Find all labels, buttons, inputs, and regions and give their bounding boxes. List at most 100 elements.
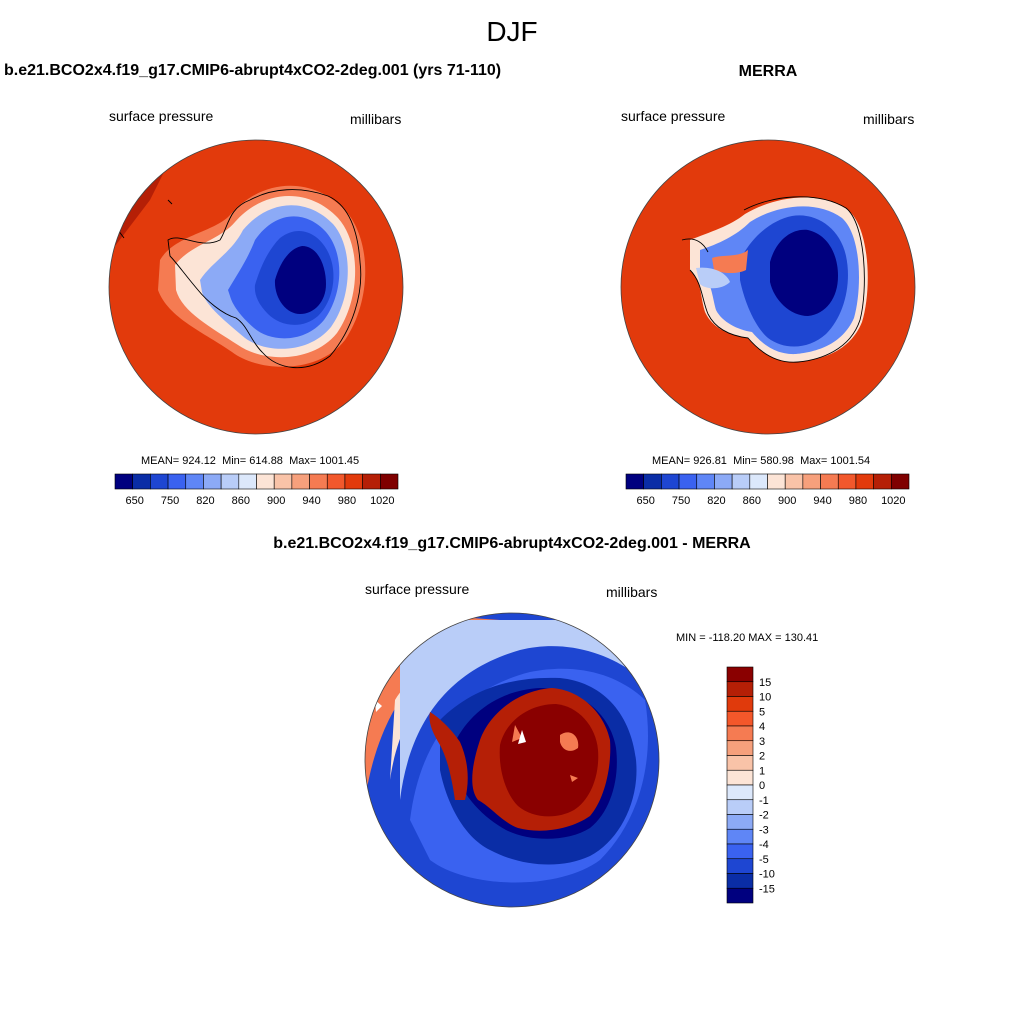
model-min: 614.88 [249, 455, 283, 467]
obs-colorbar-box [625, 473, 644, 490]
obs-colorbar-tick: 900 [778, 495, 796, 507]
obs-band-4 [770, 229, 838, 316]
obs-max: 1001.54 [830, 455, 871, 467]
model-colorbar: 650 750 820 860 900 940 980 1020 [114, 473, 399, 507]
model-colorbar-box [238, 473, 257, 490]
model-colorbar-box [167, 473, 187, 490]
diff-colorbar-tick: -4 [759, 839, 769, 851]
obs-colorbar-box [837, 473, 857, 490]
diff-map-border [364, 612, 660, 908]
obs-colorbar-box [661, 473, 680, 490]
model-polar-map [108, 139, 404, 435]
obs-map-border [620, 139, 916, 435]
model-coastline [167, 189, 362, 369]
diff-colorbar-box [726, 843, 754, 860]
diff-colorbar-tick: 15 [759, 677, 771, 689]
diff-colorbar-tick: 2 [759, 751, 765, 763]
diff-colorbar-box [726, 755, 754, 771]
diff-colorbar-box [726, 681, 754, 697]
obs-colorbar-box [802, 473, 821, 490]
model-mean-label: MEAN= [141, 455, 180, 467]
obs-units-label: millibars [863, 111, 915, 127]
obs-colorbar-tick: 980 [849, 495, 867, 507]
model-colorbar-tick: 980 [338, 495, 356, 507]
diff-colorbar-box [726, 799, 754, 815]
diff-range-label: MIN = -118.20 MAX = 130.41 [676, 632, 819, 644]
obs-colorbar-box [891, 473, 910, 490]
model-stats: MEAN= 924.12 Min= 614.88 Max= 1001.45 [141, 455, 359, 467]
model-units-label: millibars [350, 111, 402, 127]
model-colorbar-box [132, 473, 151, 490]
diff-colorbar-tick: 4 [759, 721, 765, 733]
model-colorbar-tick: 900 [267, 495, 285, 507]
model-colorbar-box [203, 473, 222, 490]
diff-panel-title: b.e21.BCO2x4.f19_g17.CMIP6-abrupt4xCO2-2… [273, 535, 751, 552]
obs-variable-label: surface pressure [621, 108, 726, 124]
diff-variable-label: surface pressure [365, 581, 470, 597]
obs-min-label: Min= [733, 455, 758, 467]
obs-colorbar-tick: 1020 [881, 495, 905, 507]
diff-colorbar-tick: 3 [759, 736, 765, 748]
model-variable-label: surface pressure [109, 108, 214, 124]
diff-colorbar-tick: 10 [759, 692, 771, 704]
obs-colorbar-box [767, 473, 786, 490]
diff-antarctica-core [499, 704, 599, 817]
obs-colorbar-box [696, 473, 715, 490]
model-colorbar-box [309, 473, 328, 490]
obs-peninsula-light [696, 267, 730, 289]
obs-colorbar-tick: 820 [707, 495, 725, 507]
diff-light-band [400, 620, 659, 800]
model-max: 1001.45 [319, 455, 360, 467]
obs-colorbar-box [643, 473, 662, 490]
diff-colorbar-tick: 0 [759, 780, 765, 792]
diff-colorbar-tick: -3 [759, 824, 769, 836]
model-map-border [108, 139, 404, 435]
diff-colorbar-box [726, 725, 754, 742]
diff-peninsula [429, 712, 468, 800]
model-colorbar-box [326, 473, 346, 490]
obs-colorbar-box [820, 473, 839, 490]
diff-colorbar-box [726, 740, 754, 756]
obs-colorbar: 650 750 820 860 900 940 980 1020 [625, 473, 910, 507]
obs-colorbar-box [678, 473, 698, 490]
diff-colorbar-tick: -1 [759, 795, 769, 807]
model-colorbar-tick: 650 [126, 495, 144, 507]
obs-coastline [681, 196, 865, 363]
obs-colorbar-tick: 860 [743, 495, 761, 507]
diff-antarctica-spots [512, 725, 579, 782]
obs-colorbar-box [714, 473, 733, 490]
model-band-6 [274, 246, 326, 314]
obs-max-label: Max= [800, 455, 828, 467]
model-mean: 924.12 [182, 455, 216, 467]
diff-colorbar-tick: 1 [759, 765, 765, 777]
obs-colorbar-box [873, 473, 892, 490]
figure-title: DJF [486, 16, 538, 47]
obs-colorbar-box [784, 473, 804, 490]
model-colorbar-box [185, 473, 204, 490]
obs-colorbar-box [749, 473, 768, 490]
model-colorbar-box [256, 473, 275, 490]
model-panel-title: b.e21.BCO2x4.f19_g17.CMIP6-abrupt4xCO2-2… [4, 62, 502, 79]
obs-mean: 926.81 [693, 455, 727, 467]
model-colorbar-box [362, 473, 381, 490]
obs-colorbar-tick: 650 [637, 495, 655, 507]
model-colorbar-box [344, 473, 363, 490]
diff-colorbar-box [726, 696, 754, 712]
model-colorbar-tick: 750 [161, 495, 179, 507]
obs-polar-map [620, 139, 916, 435]
diff-colorbar-tick: -10 [759, 869, 775, 881]
obs-colorbar-box [855, 473, 874, 490]
diff-units-label: millibars [606, 584, 658, 600]
model-colorbar-box [220, 473, 240, 490]
diff-colorbar-box [726, 814, 754, 830]
obs-min: 580.98 [760, 455, 794, 467]
obs-colorbar-tick: 750 [672, 495, 690, 507]
obs-colorbar-box [731, 473, 751, 490]
diff-colorbar-box [726, 858, 754, 874]
model-colorbar-box [380, 473, 399, 490]
obs-colorbar-tick: 940 [813, 495, 831, 507]
obs-panel-title: MERRA [738, 63, 798, 80]
model-max-label: Max= [289, 455, 317, 467]
